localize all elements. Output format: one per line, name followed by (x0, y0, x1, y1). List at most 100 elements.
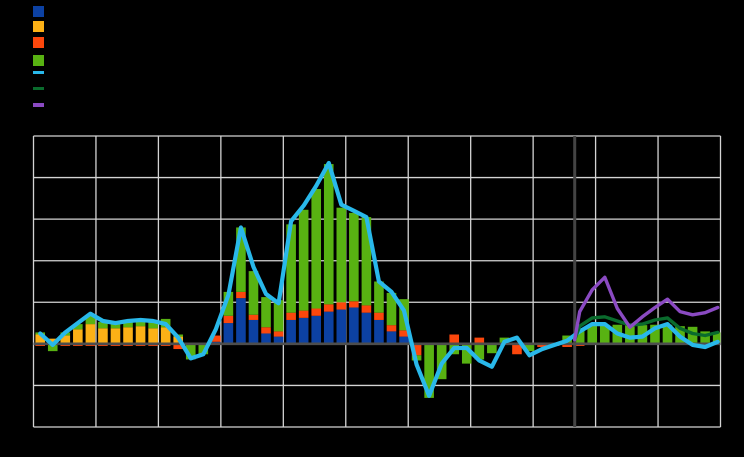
green-bar-segment (73, 324, 83, 330)
green-bar-segment (236, 227, 246, 292)
green-bar-segment (374, 281, 384, 313)
green-bar-segment (386, 292, 397, 326)
blue-bar-segment (374, 319, 384, 344)
orange-bar-segment (211, 335, 221, 342)
blue-bar-segment (236, 298, 246, 344)
green-bar-segment (625, 325, 635, 344)
legend-swatch-purple-line (33, 103, 44, 107)
orange-bar-segment (286, 312, 296, 320)
cyan-total-line (38, 160, 720, 398)
orange-bar-segment (361, 305, 372, 313)
green-bar-segment (424, 343, 434, 398)
yellow-bar-segment (110, 328, 121, 344)
orange-bar-segment (236, 291, 246, 299)
orange-bar-segment (374, 312, 384, 320)
yellow-bar-segment (35, 334, 45, 344)
blue-bar-segment (361, 312, 372, 344)
legend-swatch-cyan-line (33, 70, 44, 75)
blue-bar-segment (273, 336, 284, 344)
line-series-layer (38, 160, 720, 398)
blue-bar-segment (298, 317, 309, 344)
green-bar-segment (198, 344, 209, 355)
blue-bar-segment (386, 331, 397, 344)
blue-bar-segment (323, 311, 334, 344)
green-bar-segment (662, 324, 673, 344)
orange-bar-segment (474, 337, 485, 344)
legend-swatch-orange-bar (33, 36, 44, 48)
yellow-bar-segment (148, 328, 158, 344)
legend-swatch-yellow-bar (33, 20, 44, 32)
blue-bar-segment (311, 315, 322, 344)
orange-bar-segment (223, 315, 234, 324)
orange-bar-segment (537, 343, 547, 347)
orange-bar-segment (562, 343, 572, 347)
legend-swatch-green-bar (33, 54, 44, 66)
green-bar-segment (650, 324, 660, 344)
green-bar-segment (712, 332, 721, 344)
green-bar-segment (298, 209, 309, 311)
green-bar-segment (286, 224, 296, 313)
orange-bar-segment (349, 301, 359, 308)
darkgreen-forecast-line (573, 315, 720, 342)
yellow-bar-segment (60, 335, 71, 344)
orange-bar-segment (273, 331, 284, 337)
green-bar-segment (587, 325, 598, 344)
green-bar-segment (248, 271, 259, 315)
orange-bar-segment (449, 334, 460, 344)
green-bar-segment (349, 212, 359, 302)
blue-bar-segment (248, 319, 259, 344)
green-bar-segment (461, 343, 472, 364)
green-bar-segment (474, 343, 485, 360)
yellow-bar-segment (160, 327, 171, 344)
legend-swatch-blue-bar (33, 6, 44, 17)
green-bar-segment (700, 331, 710, 344)
blue-bar-segment (261, 333, 271, 344)
blue-bar-segment (336, 309, 347, 344)
green-bar-segment (599, 324, 610, 344)
orange-bar-segment (298, 310, 309, 318)
orange-bar-segment (386, 325, 397, 332)
green-bar-segment (524, 343, 535, 352)
green-bar-segment (687, 326, 698, 344)
green-bar-segment (273, 300, 284, 332)
green-bar-segment (574, 328, 585, 344)
yellow-bar-segment (135, 326, 146, 344)
green-bar-segment (135, 318, 146, 327)
green-bar-segment (336, 207, 347, 303)
legend-swatch-darkgreen-line (33, 86, 44, 91)
orange-bar-segment (336, 302, 347, 310)
orange-bar-segment (411, 343, 422, 356)
orange-bar-segment (173, 343, 184, 350)
yellow-bar-segment (98, 328, 108, 344)
blue-bar-segment (223, 323, 234, 344)
yellow-bar-segment (123, 327, 133, 344)
purple-forecast-line (573, 275, 720, 342)
gridlines (32, 135, 722, 428)
green-bar-segment (223, 291, 234, 316)
green-bar-segment (98, 322, 108, 329)
chart-legend (33, 6, 153, 116)
yellow-bar-segment (73, 329, 83, 344)
yellow-bar-segment (85, 324, 96, 344)
green-bar-segment (123, 319, 133, 328)
orange-bar-segment (248, 314, 259, 320)
green-bar-segment (261, 297, 271, 328)
green-bar-segment (85, 315, 96, 325)
green-bar-segment (47, 344, 58, 352)
blue-bar-segment (286, 319, 296, 344)
yellow-bar-segment (47, 338, 58, 344)
green-bar-segment (487, 343, 497, 354)
green-bar-segment (148, 320, 158, 329)
blue-bar-segment (349, 307, 359, 344)
green-bar-segment (185, 344, 196, 360)
green-bar-segment (361, 217, 372, 306)
orange-bar-segment (261, 327, 271, 334)
green-bar-segment (311, 189, 322, 309)
orange-bar-segment (399, 330, 409, 337)
orange-bar-segment (512, 343, 522, 355)
orange-bar-segment (311, 308, 322, 316)
orange-bar-segment (323, 304, 334, 312)
blue-bar-segment (399, 336, 409, 344)
